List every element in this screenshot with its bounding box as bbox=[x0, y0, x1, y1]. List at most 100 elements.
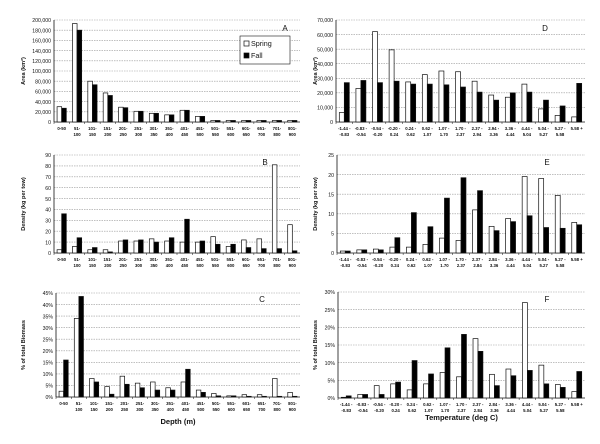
bar-spring bbox=[338, 112, 345, 123]
x-tick-label: 1.70 - bbox=[455, 126, 467, 131]
x-tick-label: 451- bbox=[196, 257, 205, 262]
bar-spring bbox=[521, 83, 528, 123]
bar-fall bbox=[261, 248, 267, 254]
bar-fall bbox=[477, 351, 484, 399]
bar-fall bbox=[168, 114, 175, 123]
bar-spring bbox=[372, 31, 378, 123]
x-tick-label: 1.07 - bbox=[440, 402, 452, 407]
x-tick-label: 351- bbox=[165, 126, 174, 131]
legend-label-fall: Fall bbox=[251, 51, 263, 60]
x-tick-label: 2.84 - bbox=[489, 257, 501, 262]
bar-spring bbox=[241, 394, 247, 398]
y-tick-label: 10% bbox=[43, 372, 54, 378]
bar-spring bbox=[389, 246, 396, 254]
bar-spring bbox=[287, 392, 293, 398]
bar-spring bbox=[225, 120, 232, 123]
bar-fall bbox=[411, 360, 418, 399]
x-tick-label: 500 bbox=[196, 263, 204, 268]
bar-fall bbox=[559, 105, 566, 123]
y-axis-label: % of total Biomass bbox=[21, 320, 27, 370]
bar-spring bbox=[165, 387, 171, 398]
bar-spring bbox=[439, 237, 445, 254]
bar-spring bbox=[505, 368, 512, 399]
y-tick-label: 60,000 bbox=[35, 90, 51, 96]
x-tick-label: 5.27 - bbox=[555, 126, 567, 131]
bar-fall bbox=[543, 383, 550, 399]
panel-c: 0% 5% 10% 15% 20% 25% 30% 35% 40% 45% 0-50 51-100 10… bbox=[21, 291, 300, 426]
x-tick-label: 501- bbox=[211, 257, 220, 262]
bar-fall bbox=[245, 247, 252, 254]
x-tick-label: 4.44 - bbox=[521, 126, 533, 131]
y-tick-label: 180,000 bbox=[32, 28, 51, 34]
x-tick-label: 3.36 - bbox=[505, 402, 517, 407]
bar-fall bbox=[377, 249, 384, 254]
x-tick-label: 0.24 bbox=[391, 408, 400, 413]
bar-spring bbox=[488, 225, 495, 254]
y-tick-label: 20,000 bbox=[317, 91, 333, 97]
x-tick-label: -0.20 - bbox=[389, 257, 402, 262]
y-tick-label: 70 bbox=[45, 175, 51, 181]
x-tick-label: -0.20 bbox=[374, 408, 384, 413]
x-tick-label: 251- bbox=[134, 126, 143, 131]
x-tick-label: 2.37 bbox=[457, 408, 466, 413]
y-tick-label: 15% bbox=[325, 343, 336, 349]
bar-fall bbox=[527, 370, 533, 399]
y-tick-label: 60,000 bbox=[317, 33, 333, 39]
x-tick-label: 151- bbox=[104, 257, 113, 262]
x-tick-label: 151- bbox=[105, 401, 114, 406]
bar-spring bbox=[555, 384, 561, 399]
x-tick-label: 301- bbox=[150, 126, 159, 131]
y-tick-label: 20% bbox=[325, 326, 336, 332]
bar-fall bbox=[276, 395, 283, 398]
y-tick-label: 25% bbox=[325, 308, 336, 314]
x-axis-label: Temperature (deg C) bbox=[425, 413, 498, 422]
x-tick-label: 1.70 bbox=[441, 408, 450, 413]
bar-spring bbox=[56, 106, 63, 123]
x-tick-label: 150 bbox=[89, 132, 97, 137]
x-tick-label: 100 bbox=[75, 407, 83, 412]
x-tick-label: 250 bbox=[120, 263, 128, 268]
bar-fall bbox=[199, 240, 206, 254]
panel-label: B bbox=[262, 158, 267, 167]
x-tick-label: 400 bbox=[166, 263, 174, 268]
x-tick-label: 2.37 - bbox=[472, 257, 484, 262]
y-axis-label: Area (km²) bbox=[20, 57, 27, 85]
x-tick-label: 1.07 bbox=[424, 408, 433, 413]
x-tick-label: 5.58 bbox=[556, 408, 565, 413]
panel-f: 0%5%10%15%20%25%30%-1.44 --0.83-0.83 --0… bbox=[313, 290, 585, 422]
bar-fall bbox=[493, 99, 500, 123]
y-tick-label: 25 bbox=[328, 153, 334, 159]
x-tick-label: 801- bbox=[288, 126, 297, 131]
x-tick-label: -1.44 - bbox=[340, 402, 353, 407]
x-tick-label: 250 bbox=[121, 407, 129, 412]
bar-fall bbox=[292, 395, 298, 398]
bar-fall bbox=[107, 251, 113, 254]
x-tick-label: 800 bbox=[273, 132, 281, 137]
x-tick-label: 251- bbox=[134, 257, 143, 262]
bar-spring bbox=[339, 250, 346, 254]
y-tick-label: 25% bbox=[43, 337, 54, 343]
x-tick-label: -0.83 - bbox=[355, 126, 368, 131]
x-tick-label: 4.44 - bbox=[522, 402, 534, 407]
bar-fall bbox=[124, 383, 130, 398]
x-tick-label: 501- bbox=[212, 401, 221, 406]
bar-spring bbox=[179, 109, 186, 123]
x-tick-label: 0.24 bbox=[391, 263, 400, 268]
bar-spring bbox=[505, 218, 511, 254]
x-tick-label: 400 bbox=[167, 407, 175, 412]
y-tick-label: 20 bbox=[45, 229, 51, 235]
bar-spring bbox=[421, 74, 428, 123]
y-tick-label: 50,000 bbox=[317, 47, 333, 53]
bar-spring bbox=[148, 238, 155, 254]
bar-spring bbox=[538, 364, 545, 399]
y-tick-label: 200,000 bbox=[32, 18, 51, 24]
x-tick-label: -1.44 - bbox=[339, 257, 352, 262]
bar-fall bbox=[261, 395, 267, 398]
bar-fall bbox=[361, 249, 368, 254]
bar-fall bbox=[291, 120, 298, 123]
bar-fall bbox=[61, 107, 67, 123]
panel-a: 0 20,000 40,000 60,000 80,000 100,000 120,000 1… bbox=[20, 18, 300, 137]
bar-fall bbox=[276, 248, 282, 254]
bar-spring bbox=[489, 373, 495, 399]
x-tick-label: 0.62 bbox=[407, 132, 416, 137]
